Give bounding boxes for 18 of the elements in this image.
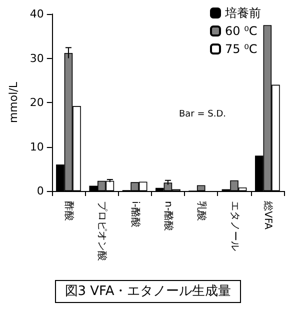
x-tick-label: 乳酸 <box>196 201 208 221</box>
y-tick-label: 10 <box>30 140 44 154</box>
x-tick-label: プロピオン酸 <box>96 201 108 261</box>
legend-label: 培養前 <box>224 6 261 20</box>
y-tick-label: 40 <box>30 8 44 20</box>
y-tick-label: 20 <box>30 96 44 109</box>
x-tick-label: i-酪酸 <box>129 201 142 228</box>
annotation: Bar = S.D. <box>178 110 226 120</box>
x-tick-label: n-酪酸 <box>162 201 174 231</box>
y-axis-title: mmol/L <box>7 81 20 124</box>
y-tick-label: 30 <box>30 52 44 65</box>
x-tick-label: 総VFA <box>262 200 274 230</box>
legend-label: 75 ⁰C <box>225 42 258 56</box>
legend-label: 60 ⁰C <box>225 24 258 38</box>
x-tick-label: エタノール <box>228 201 240 251</box>
text: 図3 VFA・エタノール生成量 <box>64 284 232 299</box>
y-tick-label: 0 <box>36 184 44 198</box>
x-tick-label: 酢酸 <box>62 201 75 221</box>
